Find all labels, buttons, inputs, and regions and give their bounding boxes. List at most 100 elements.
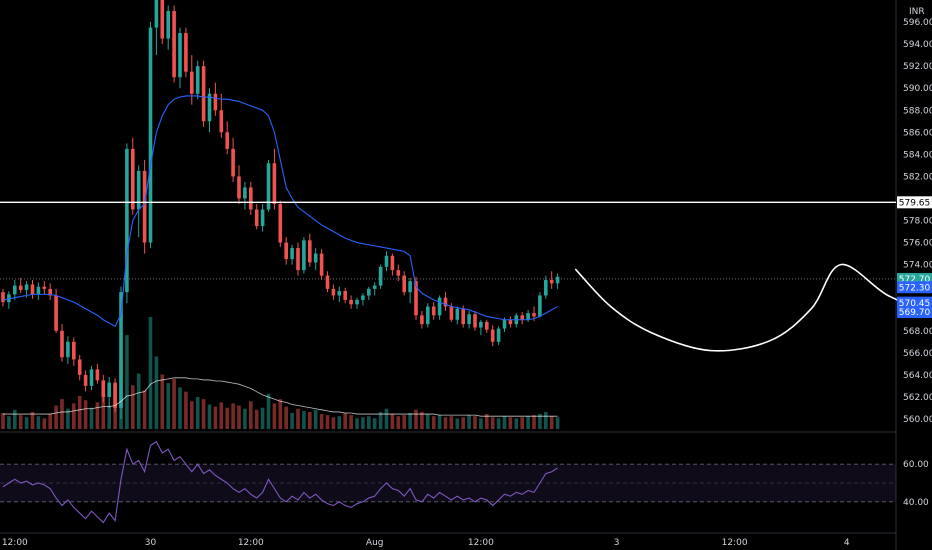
candle-body — [148, 27, 153, 243]
candle-body — [290, 248, 294, 260]
line-layer — [0, 95, 932, 417]
volume-bar — [60, 399, 64, 429]
volume-bar — [249, 401, 253, 429]
candle-body — [1, 292, 5, 303]
volume-bar — [77, 395, 82, 429]
candle-body — [426, 306, 430, 325]
candle-body — [13, 285, 17, 295]
candle-body — [520, 315, 524, 320]
volume-bar — [420, 411, 424, 429]
candle-body — [296, 248, 300, 271]
volume-bar — [461, 417, 465, 429]
volume-bar — [237, 405, 241, 429]
volume-bar — [555, 417, 560, 429]
candle-body — [272, 163, 277, 204]
price-tick-label: 588.00 — [903, 106, 932, 116]
volume-bar — [260, 407, 265, 429]
candle-body — [319, 253, 324, 276]
candle-body — [207, 93, 212, 122]
volume-bar — [272, 403, 277, 429]
volume-bar — [166, 383, 170, 429]
price-tick-label: 568.00 — [903, 327, 932, 337]
volume-bar — [296, 408, 300, 429]
volume-bar — [549, 416, 554, 429]
candle-body — [461, 308, 465, 325]
currency-label: INR — [909, 7, 925, 17]
volume-bar — [496, 418, 501, 429]
volume-bar — [302, 410, 306, 429]
candle-body — [48, 288, 52, 296]
candle-body — [184, 33, 188, 72]
candle-body — [231, 148, 235, 177]
volume-bar — [18, 415, 23, 429]
volume-bar — [36, 416, 41, 429]
candle-body — [249, 187, 253, 210]
time-tick-label: 30 — [145, 538, 157, 548]
candle-body — [349, 299, 353, 305]
rsi-tick-label: 40.00 — [903, 498, 929, 508]
volume-bar — [337, 416, 342, 429]
time-tick-label: 12:00 — [238, 538, 264, 548]
volume-bar — [160, 374, 165, 429]
candle-body — [42, 286, 47, 289]
volume-bar — [54, 405, 58, 429]
volume-bar — [437, 415, 442, 429]
volume-bar — [66, 408, 70, 429]
volume-bar — [349, 415, 353, 429]
candle-body — [66, 341, 70, 358]
current-price-badge: 569.70 — [899, 308, 931, 318]
candle-body — [502, 319, 507, 329]
volume-bar — [372, 418, 377, 429]
candle-body — [361, 295, 365, 300]
volume-bar — [266, 393, 271, 429]
candle-body — [331, 288, 336, 296]
candle-body — [485, 321, 489, 330]
volume-bar — [83, 400, 88, 429]
candle-body — [549, 280, 554, 284]
volume-bar — [514, 418, 519, 429]
candle-body — [355, 299, 359, 305]
price-tick-label: 586.00 — [903, 128, 932, 138]
volume-bar — [426, 414, 430, 429]
volume-bar — [325, 415, 330, 429]
candle-body — [131, 148, 135, 210]
volume-bar — [532, 415, 536, 429]
candle-body — [178, 33, 182, 78]
candle-body — [325, 275, 330, 289]
candle-body — [166, 11, 170, 39]
candle-body — [384, 255, 389, 267]
volume-bar — [313, 409, 318, 429]
volume-bar — [414, 409, 418, 429]
volume-bar — [284, 406, 288, 429]
volume-bar — [343, 413, 347, 429]
volume-bar — [402, 415, 406, 429]
candle-body — [72, 341, 76, 360]
volume-bar — [538, 414, 542, 429]
candle-body — [449, 306, 454, 320]
current-price-badge: 572.70 — [899, 275, 931, 285]
current-price-badge-background — [897, 306, 932, 319]
volume-bar — [367, 416, 371, 429]
candle-body — [18, 285, 23, 290]
candle-body — [372, 285, 377, 289]
current-price-badge: 572.30 — [899, 283, 931, 293]
candle-body — [278, 203, 283, 243]
candle-body — [526, 313, 530, 320]
volume-bar — [219, 402, 224, 429]
candle-body — [367, 288, 371, 296]
volume-bar — [178, 387, 182, 429]
volume-bar — [195, 397, 200, 429]
volume-bar — [243, 408, 247, 429]
candle-body — [414, 281, 418, 316]
volume-bar — [136, 373, 141, 429]
volume-bar — [201, 399, 206, 429]
candle-body — [254, 209, 259, 227]
candle-body — [136, 170, 141, 210]
volume-bar — [443, 417, 448, 429]
volume-bar — [172, 378, 176, 429]
volume-ma-line — [3, 377, 558, 417]
volume-bar — [225, 407, 229, 429]
volume-bar — [331, 417, 336, 429]
candle-body — [337, 291, 342, 296]
